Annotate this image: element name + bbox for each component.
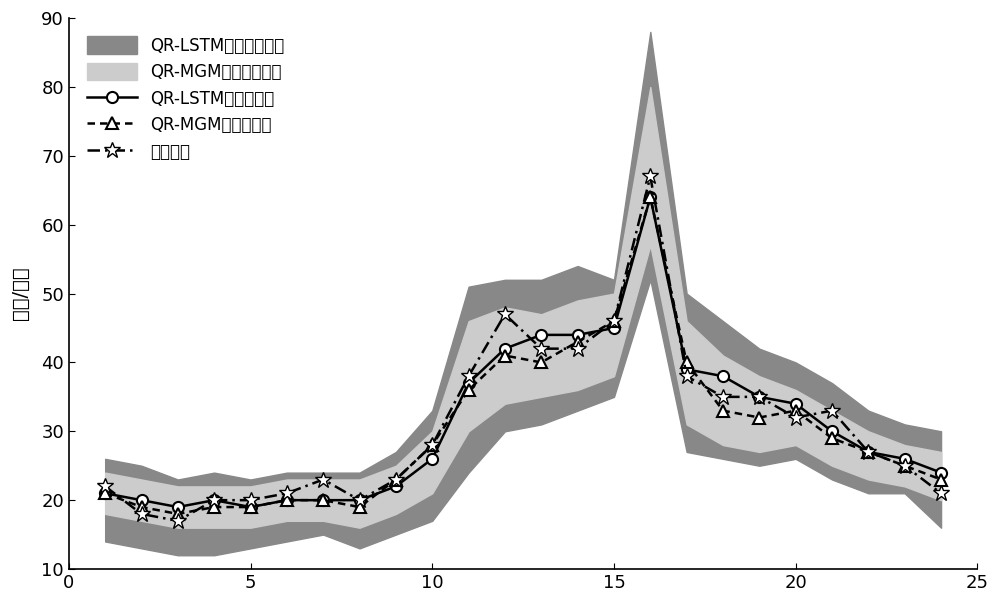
Legend: QR-LSTM电价预测区间, QR-MGM电价预测区间, QR-LSTM电价点预测, QR-MGM电价点预测, 实际电价: QR-LSTM电价预测区间, QR-MGM电价预测区间, QR-LSTM电价点预… [77, 27, 295, 171]
Y-axis label: 电价/美元: 电价/美元 [11, 267, 30, 320]
